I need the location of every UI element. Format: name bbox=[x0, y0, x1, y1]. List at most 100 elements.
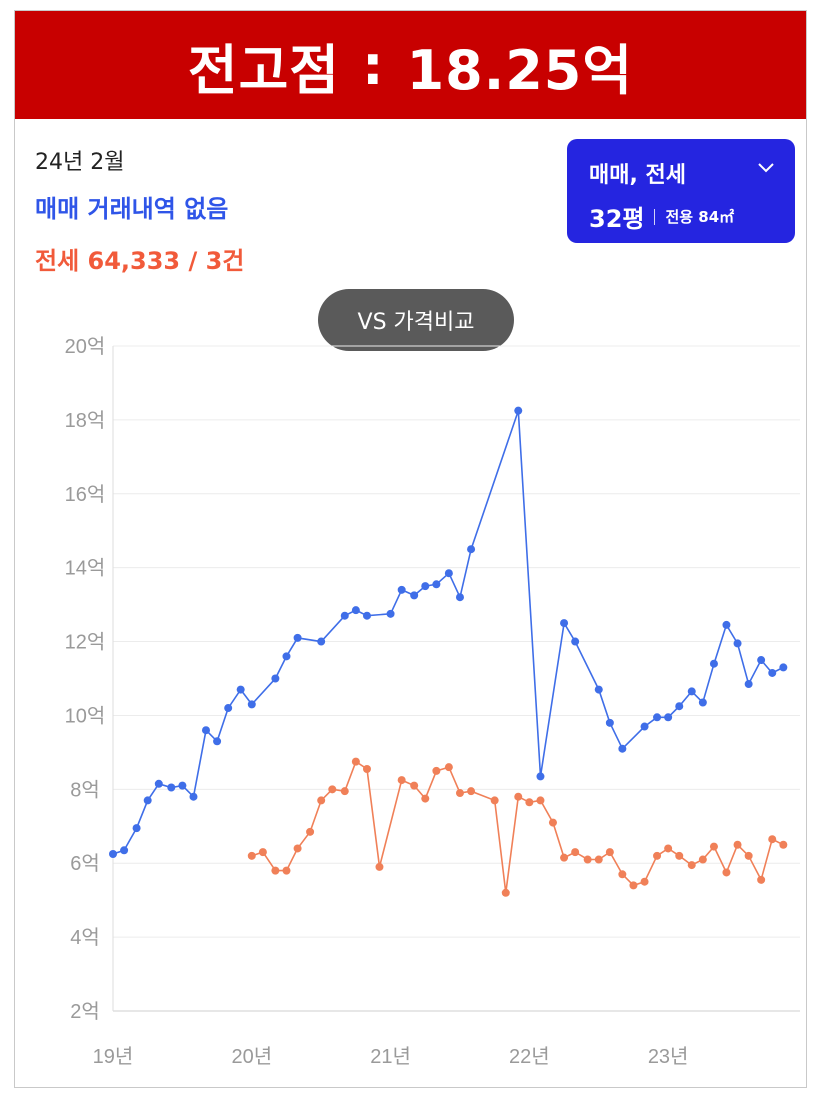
data-point bbox=[167, 783, 176, 792]
data-point bbox=[560, 853, 569, 862]
data-point bbox=[629, 881, 638, 890]
data-point bbox=[455, 593, 464, 602]
area-label: 전용 84㎡ bbox=[665, 208, 735, 226]
y-tick-label: 20억 bbox=[65, 335, 106, 358]
series-line-jeonse bbox=[251, 760, 784, 893]
data-point bbox=[397, 585, 406, 594]
data-point bbox=[317, 637, 326, 646]
type-size-selector[interactable]: 매매, 전세 32평 전용 84㎡ bbox=[567, 139, 795, 243]
data-point bbox=[514, 406, 523, 415]
data-point bbox=[154, 779, 163, 788]
sale-status: 매매 거래내역 없음 bbox=[35, 195, 229, 223]
peak-price-value: 18.25억 bbox=[406, 38, 634, 102]
data-point bbox=[421, 582, 430, 591]
size-row: 32평 전용 84㎡ bbox=[589, 199, 734, 234]
data-point bbox=[444, 763, 453, 772]
x-tick-label: 21년 bbox=[370, 1045, 411, 1068]
data-point bbox=[605, 848, 614, 857]
data-point bbox=[709, 659, 718, 668]
data-point bbox=[722, 868, 731, 877]
data-point bbox=[109, 849, 117, 858]
peak-price-banner: 전고점 : 18.25억 bbox=[15, 11, 806, 119]
x-tick-label: 19년 bbox=[93, 1045, 134, 1068]
data-point bbox=[224, 704, 233, 713]
data-point bbox=[282, 866, 291, 875]
y-tick-label: 6억 bbox=[70, 852, 100, 875]
data-point bbox=[351, 606, 360, 615]
peak-price-separator: : bbox=[361, 33, 385, 97]
data-point bbox=[653, 713, 662, 722]
data-point bbox=[293, 844, 302, 853]
data-point bbox=[351, 757, 360, 766]
y-tick-label: 12억 bbox=[65, 631, 106, 654]
data-point bbox=[410, 781, 419, 790]
data-point bbox=[467, 545, 476, 554]
data-point bbox=[640, 877, 649, 886]
data-point bbox=[779, 840, 788, 849]
data-point bbox=[571, 637, 580, 646]
y-tick-label: 18억 bbox=[65, 409, 106, 432]
data-point bbox=[594, 685, 603, 694]
compare-price-button[interactable]: VS 가격비교 bbox=[318, 289, 514, 351]
data-point bbox=[317, 796, 326, 805]
data-point bbox=[618, 744, 627, 753]
data-point bbox=[744, 851, 753, 860]
x-tick-label: 22년 bbox=[509, 1045, 550, 1068]
data-point bbox=[744, 680, 753, 689]
data-point bbox=[328, 785, 337, 794]
data-point bbox=[757, 875, 766, 884]
data-point bbox=[664, 713, 673, 722]
y-tick-label: 10억 bbox=[65, 704, 106, 727]
data-point bbox=[432, 766, 441, 775]
data-point bbox=[143, 796, 152, 805]
data-point bbox=[397, 776, 406, 785]
data-point bbox=[375, 862, 384, 871]
data-point bbox=[779, 663, 788, 672]
data-point bbox=[306, 827, 315, 836]
data-point bbox=[189, 792, 198, 801]
data-point bbox=[583, 855, 592, 864]
data-point bbox=[640, 722, 649, 731]
data-point bbox=[490, 796, 499, 805]
data-point bbox=[733, 639, 742, 648]
data-point bbox=[410, 591, 419, 600]
y-tick-label: 16억 bbox=[65, 483, 106, 506]
data-point bbox=[514, 792, 523, 801]
data-point bbox=[467, 787, 476, 796]
data-point bbox=[605, 718, 614, 727]
data-point bbox=[560, 619, 569, 628]
data-point bbox=[247, 851, 256, 860]
summary-info: 24년 2월 매매 거래내역 없음 전세 64,333 / 3건 bbox=[35, 143, 244, 287]
data-point bbox=[548, 818, 557, 827]
y-tick-label: 14억 bbox=[65, 557, 106, 580]
series-line-sale bbox=[112, 410, 784, 855]
data-point bbox=[768, 835, 777, 844]
data-point bbox=[698, 698, 707, 707]
data-point bbox=[340, 787, 349, 796]
data-point bbox=[421, 794, 430, 803]
data-point bbox=[675, 851, 684, 860]
data-point bbox=[386, 609, 395, 618]
data-point bbox=[132, 824, 141, 833]
data-point bbox=[536, 772, 545, 781]
size-divider bbox=[654, 208, 656, 225]
data-point bbox=[236, 685, 245, 694]
price-line-chart: 2억 4억 6억 8억 10억 12억 14억 16억 18억 20억 19년 20년 21년 22년 23… bbox=[65, 335, 800, 1068]
data-point bbox=[618, 870, 627, 879]
trade-type-label: 매매, 전세 bbox=[589, 163, 686, 188]
data-point bbox=[213, 737, 222, 746]
y-tick-label: 4억 bbox=[70, 926, 100, 949]
data-point bbox=[709, 842, 718, 851]
data-point bbox=[293, 633, 302, 642]
data-point bbox=[271, 674, 280, 683]
data-point bbox=[282, 652, 291, 661]
data-point bbox=[698, 855, 707, 864]
y-tick-label: 2억 bbox=[70, 1000, 100, 1023]
data-point bbox=[768, 668, 777, 677]
data-point bbox=[687, 687, 696, 696]
data-point bbox=[444, 569, 453, 578]
data-point bbox=[258, 848, 267, 857]
data-point bbox=[594, 855, 603, 864]
data-point bbox=[757, 656, 766, 665]
data-point bbox=[653, 851, 662, 860]
